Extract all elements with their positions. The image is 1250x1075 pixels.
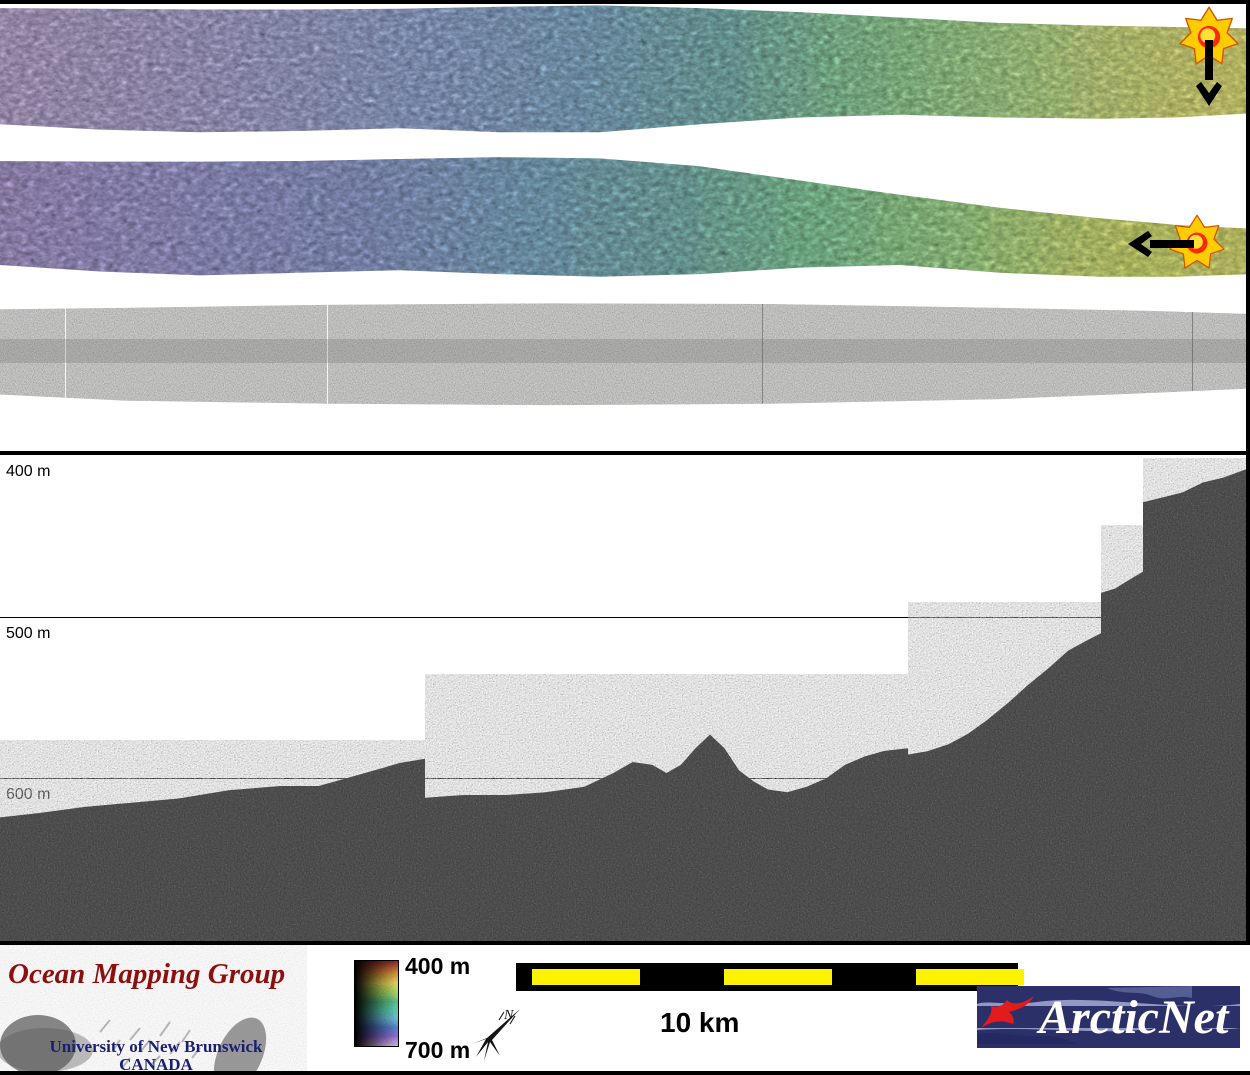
svg-text:ArcticNet: ArcticNet	[1036, 991, 1230, 1044]
